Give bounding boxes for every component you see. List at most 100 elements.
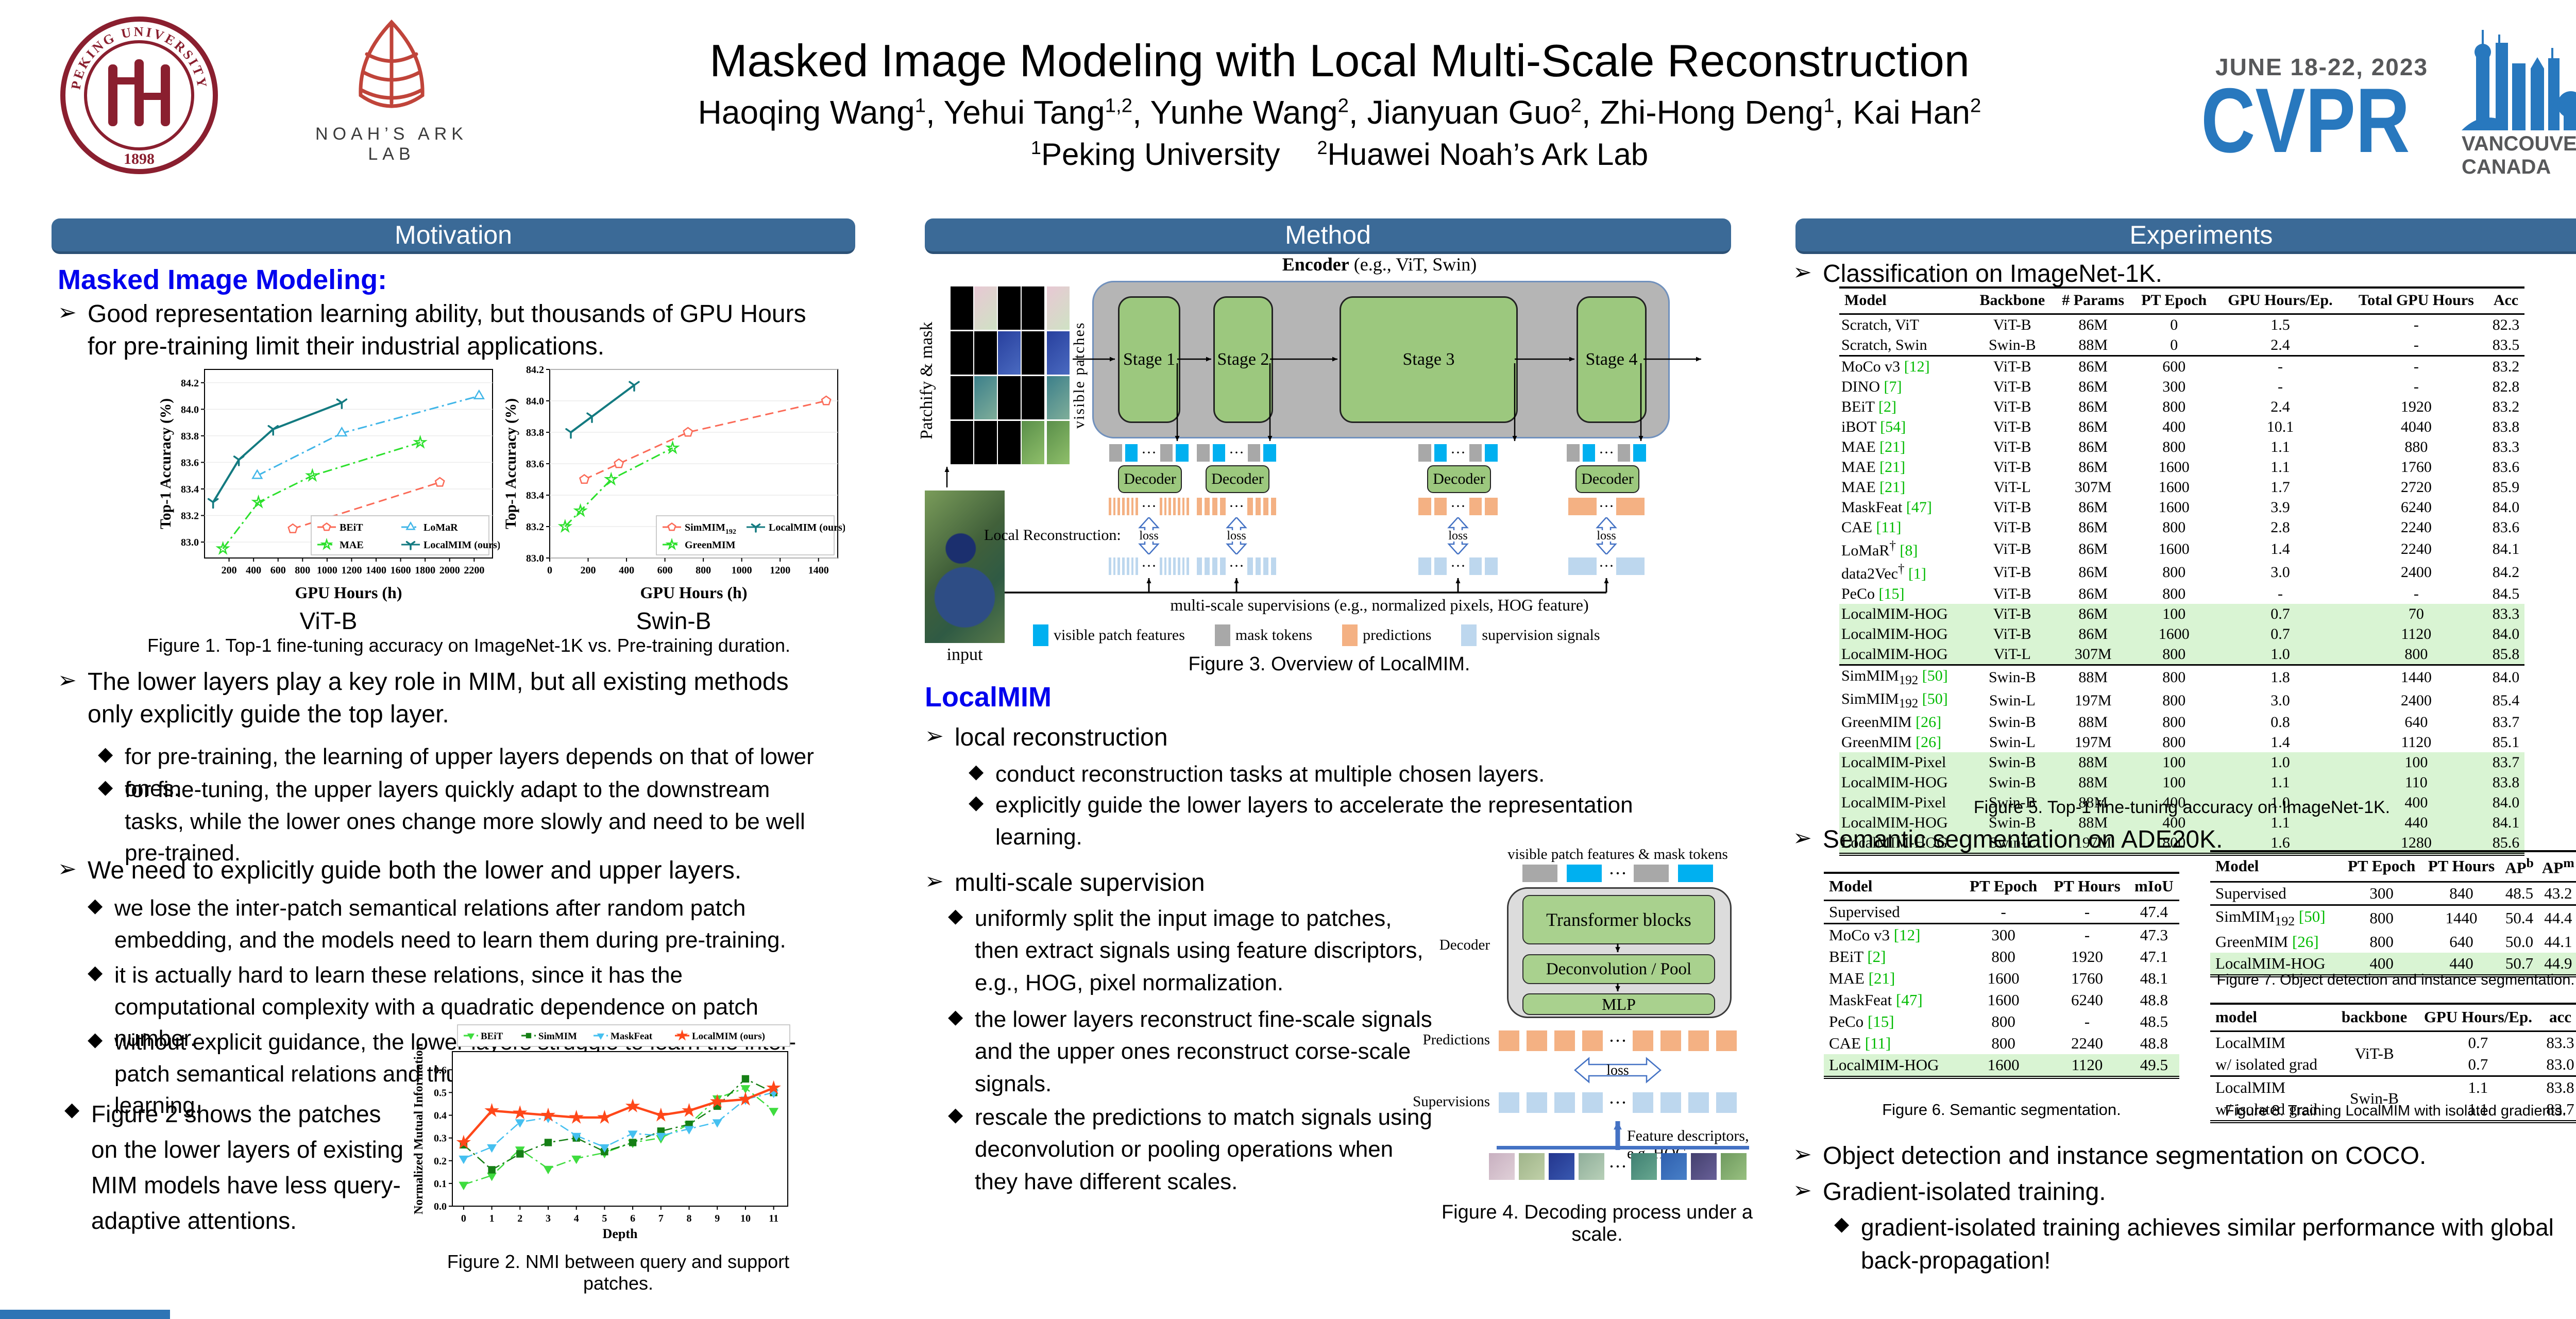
motivation-section-header: Motivation [52,218,855,254]
svg-text:83.2: 83.2 [181,511,199,522]
table-row: iBOT [54] ViT-B 86M 400 10.1 4040 83.8 [1841,418,2520,435]
arrow-bullet-icon: ➢ [925,723,944,749]
fig5-imagenet-table: Model Backbone # Params PT Epoch GPU Hours/E… [1839,286,2524,856]
fig8-caption: Figure 8. Training LocalMIM with isolate… [2225,1103,2567,1119]
svg-text:loss: loss [1227,529,1246,543]
encoder-label: Encoder (e.g., ViT, Swin) [1282,254,1477,275]
multiscale-supervision-label: multi-scale supervisions (e.g., normaliz… [1170,596,1589,614]
fig7-coco-table: Model PT Epoch PT Hours APb APm Supervised 300… [2210,850,2576,977]
table-row: BEiT [2] 800 1920 47.1 [1829,948,2168,966]
svg-text:loss: loss [1606,1062,1629,1078]
prediction-row: ··· [1195,498,1278,515]
table-row: SimMIM192 [50] Swin-L 197M 800 3.0 2400 85.4 [1841,690,2520,711]
experiments-h1: ➢ Classification on ImageNet-1K. [1793,258,2576,290]
svg-text:1400: 1400 [808,565,829,576]
motivation-bullet-3-sub-2: ◆ it is actually hard to learn these rel… [88,959,824,1055]
table-row: Supervised - -47.4 [1829,903,2168,921]
table-row: MAE [21] ViT-B 86M 800 1.1 880 83.3 [1841,438,2520,455]
svg-text:1400: 1400 [366,565,386,576]
visible-patch-cell [1047,286,1070,330]
visible-patch-cell [1047,376,1070,419]
token-row: ··· [1417,444,1499,462]
transformer-blocks-box: Transformer blocks [1522,895,1715,944]
table-row: BEiT [2] ViT-B 86M 800 2.4 1920 83.2 [1841,398,2520,415]
table-row: MoCo v3 [12] 300-47.3 [1824,923,2179,946]
decoder-box: Decoder [1575,465,1639,493]
legend-item: predictions [1342,624,1431,646]
arrow-bullet-icon: ➢ [58,668,77,693]
token-row: ··· [1565,444,1648,462]
fig4-side-label: Supervisions [1413,1093,1490,1110]
fig4-supervision-row: ··· [1463,1092,1772,1113]
data-table: Model PT Epoch PT Hours mIoU Supervised - -47.… [1824,872,2179,1079]
fig4-side-label: Predictions [1422,1031,1490,1048]
svg-text:11: 11 [769,1213,778,1224]
arrow-bullet-icon: ➢ [1793,825,1812,851]
authors-line: Haoqing Wang1, Yehui Tang1,2, Yunhe Wang… [698,93,1981,131]
visible-patch-cell [1047,331,1070,375]
loss-arrow: loss [1595,517,1618,554]
svg-text:0: 0 [461,1213,466,1224]
fig3-overview-diagram: Encoder (e.g., ViT, Swin) Stage 1 Stage 2 S… [917,252,1736,675]
method-bullet-multiscale: ➢ multi-scale supervision [925,867,1492,899]
fig2-nmi-chart: 0.0 0.1 0.2 0.3 0.4 0.5 0.6 0 1 2 3 4 5 6 7 8 9 10 11 Depth… [412,1024,790,1241]
svg-text:1000: 1000 [732,565,752,576]
table-row: LocalMIM-HOG Swin-B 88M 100 1.1 110 83.8 [1839,772,2524,792]
svg-text:1200: 1200 [770,565,790,576]
diamond-bullet-icon: ◆ [88,895,103,917]
svg-text:1800: 1800 [415,565,435,576]
svg-text:200: 200 [222,565,237,576]
table-row: PeCo [15] ViT-B 86M 800- -84.5 [1841,585,2520,602]
supervision-row: ··· [1195,557,1278,575]
svg-text:800: 800 [295,565,310,576]
table-row: MAE [21] ViT-L 307M 1600 1.7 2720 85.9 [1841,478,2520,496]
ms-sub-3: ◆ rescale the predictions to match signa… [948,1102,1432,1198]
pku-year: 1898 [124,150,155,167]
image-patch-cell [951,331,973,375]
svg-text:LocalMIM (ours): LocalMIM (ours) [692,1031,765,1042]
fig2-note: ◆ Figure 2 shows the patches on the lowe… [64,1096,404,1239]
diamond-bullet-icon: ◆ [948,1104,963,1126]
visible-patches-label: visible patches [1071,322,1088,429]
fig4-side-label: Decoder [1439,937,1490,953]
fig2-caption: Figure 2. NMI between query and support … [447,1251,790,1294]
data-table: model backbone GPU Hours/Ep. acc LocalMIM ViT… [2210,1003,2576,1123]
motivation-bullet-2-sub-1: ◆ for pre-training, the learning of uppe… [98,741,829,804]
fig1-vitb-chart: 83.0 83.2 83.4 83.6 83.8 84.0 84.2 200 400 600 800… [158,369,500,602]
table-row: CAE [11] 800 2240 48.8 [1829,1034,2168,1052]
image-patch-cell [951,421,973,464]
image-patch-cell [1022,286,1044,330]
svg-text:200: 200 [581,565,596,576]
loss-arrow: loss [1446,517,1470,554]
svg-text:2200: 2200 [464,565,484,576]
noahs-ark-logo: NOAH’S ARK LAB [299,18,484,164]
fig1-caption: Figure 1. Top-1 fine-tuning accuracy on … [147,635,790,656]
legend-item: visible patch features [1033,624,1185,646]
fig8-gradient-table: model backbone GPU Hours/Ep. acc LocalMIM ViT… [2210,1003,2576,1123]
loss-arrow: loss [1225,517,1248,554]
svg-text:1200: 1200 [341,565,362,576]
svg-text:Top-1 Accuracy (%): Top-1 Accuracy (%) [158,398,174,529]
diamond-bullet-icon: ◆ [948,1006,963,1028]
motivation-bullet-2: ➢ The lower layers play a key role in MI… [58,666,820,731]
arrow-bullet-icon: ➢ [1793,1142,1812,1167]
header-center: Masked Image Modeling with Local Multi-S… [515,36,2164,172]
diamond-bullet-icon: ◆ [969,792,984,814]
fig6-ade20k-table: Model PT Epoch PT Hours mIoU Supervised - -47.… [1824,872,2179,1079]
motivation-bullet-3-sub-1: ◆ we lose the inter-patch semantical rel… [88,892,824,956]
svg-text:83.6: 83.6 [181,457,199,468]
legend-item: supervision signals [1461,624,1600,646]
supervision-row: ··· [1417,557,1499,575]
pku-seal-mark [108,59,170,126]
table-row: data2Vec† [1] ViT-B 86M 800 3.0 2400 84.2 [1841,562,2520,582]
fig4-image-patch-row: ··· [1463,1153,1772,1180]
svg-text:2: 2 [517,1213,522,1224]
noahs-ark-wordmark: NOAH’S ARK LAB [315,124,468,164]
diamond-bullet-icon: ◆ [1834,1213,1850,1235]
token-row: ··· [1108,444,1190,462]
stage-box-2: Stage 2 [1213,296,1273,423]
svg-text:GPU Hours (h): GPU Hours (h) [640,583,748,602]
arrow-bullet-icon: ➢ [58,300,77,325]
table-row: LocalMIM-HOG 1600 1120 49.5 [1824,1054,2179,1077]
mim-heading: Masked Image Modeling: [58,264,387,295]
